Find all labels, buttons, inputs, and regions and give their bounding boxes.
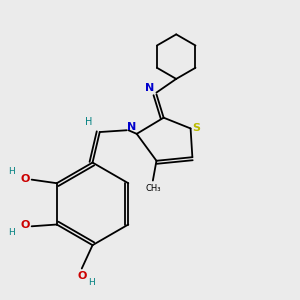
Text: H: H: [85, 117, 92, 127]
Text: N: N: [146, 83, 154, 93]
Text: O: O: [20, 220, 30, 230]
Text: H: H: [8, 228, 15, 237]
Text: O: O: [20, 173, 30, 184]
Text: N: N: [128, 122, 137, 132]
Text: H: H: [88, 278, 95, 286]
Text: S: S: [193, 124, 201, 134]
Text: O: O: [77, 271, 86, 281]
Text: CH₃: CH₃: [145, 184, 160, 193]
Text: H: H: [8, 167, 15, 176]
